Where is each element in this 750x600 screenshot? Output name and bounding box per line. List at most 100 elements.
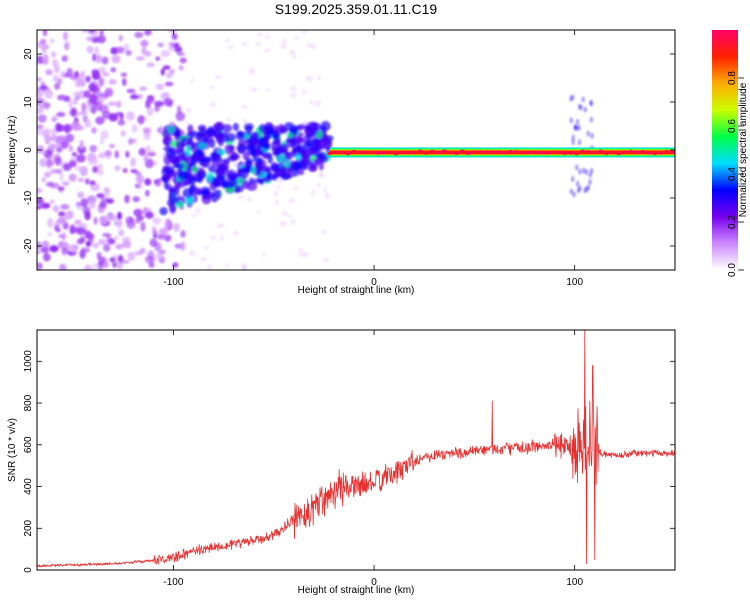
tonal-line-dot — [670, 150, 675, 154]
spectrogram-cell — [162, 93, 170, 98]
spectrogram-cell — [132, 196, 140, 203]
spectrogram-cell — [186, 107, 192, 113]
spectrogram-cell — [98, 152, 106, 159]
spectrogram-cell — [279, 220, 287, 227]
spectrogram-cell — [256, 210, 261, 214]
tonal-line-dot — [652, 152, 658, 156]
spectrogram-cell — [228, 144, 235, 152]
spectrogram-cell — [60, 140, 69, 149]
spectrogram-cell — [172, 185, 180, 196]
spectrogram-cell — [83, 90, 91, 99]
spectrogram-cell — [145, 189, 150, 197]
spectrogram-cell — [312, 122, 319, 132]
tonal-line-dot — [658, 151, 664, 155]
spectrogram-cell — [297, 123, 307, 130]
spectrogram-cell — [250, 165, 256, 175]
spectrogram-cell — [126, 111, 135, 121]
tonal-line-dot — [544, 151, 550, 155]
spectrogram-cell — [97, 34, 106, 44]
spectrogram-cell — [236, 177, 245, 184]
spectrogram-cell — [144, 255, 154, 264]
colorbar-tick-label: 0.8 — [727, 71, 738, 85]
spectrogram-cell — [96, 193, 105, 199]
spectrogram-cell — [79, 110, 88, 116]
spectrogram-cell — [86, 265, 94, 270]
spectrogram-cell — [84, 178, 90, 185]
spectrogram-cell — [140, 221, 146, 232]
spectrogram-cell — [98, 66, 106, 74]
snr-x-ticks: -100 0 100 — [163, 330, 583, 588]
spectrogram-cell — [306, 133, 315, 139]
colorbar-tick-label: 0.4 — [727, 167, 738, 181]
tonal-line-dot — [357, 150, 363, 154]
spectrogram-cell — [292, 186, 300, 191]
spectrogram-cell — [264, 88, 271, 92]
spectrogram-cell — [285, 152, 293, 161]
spectrogram-cell — [237, 194, 244, 200]
spectrogram-cell — [276, 178, 284, 183]
spectrogram-cell — [589, 100, 593, 107]
spectrogram-cell — [71, 151, 77, 157]
spectrogram-cell — [262, 251, 266, 258]
spectrogram-cell — [258, 179, 265, 185]
x-tick-label: -100 — [163, 577, 183, 588]
spectrogram-cell — [176, 46, 183, 52]
spectrogram-cell — [37, 145, 45, 154]
spectrogram-cell — [108, 238, 116, 245]
spectrogram-cell — [219, 235, 224, 242]
spectrogram-cell — [122, 240, 132, 249]
tonal-line-dot — [459, 149, 465, 153]
tonal-line-dot — [405, 151, 411, 155]
spectrogram-cell — [56, 94, 67, 101]
spectrogram-cell — [50, 168, 57, 175]
spectrogram-cell — [274, 150, 281, 156]
spectrogram-cell — [248, 67, 255, 75]
spectrogram-cell — [39, 102, 45, 111]
spectrogram-cell — [174, 43, 179, 49]
spectrogram-cell — [86, 104, 92, 112]
spectrogram-cell — [114, 150, 120, 159]
tonal-line-dot — [417, 149, 423, 153]
tonal-line-dot — [568, 151, 574, 155]
colorbar-tick-label: 0.0 — [727, 263, 738, 277]
spectrogram-cell — [272, 125, 281, 133]
spectrogram-cell — [296, 169, 305, 176]
spectrogram-cell — [211, 152, 221, 161]
tonal-line-dot — [556, 150, 562, 154]
snr-panel: -100 0 100 0 200 400 600 800 1000 Height of str… — [7, 329, 676, 596]
tonal-line-dot — [411, 150, 417, 154]
spectrogram-cell — [121, 259, 130, 264]
spectrogram-cell — [58, 233, 66, 239]
x-tick-label: -100 — [163, 277, 183, 288]
spectrogram-cell — [569, 188, 573, 195]
spectrogram-cell — [86, 45, 94, 54]
spectrogram-cell — [271, 139, 281, 151]
spectrogram-cell — [157, 42, 164, 48]
spectrogram-cell — [98, 77, 105, 87]
tonal-line-dot — [520, 151, 526, 155]
spectrogram-cell — [302, 30, 307, 35]
spectrogram-cell — [298, 247, 303, 254]
spectrogram-cell — [575, 164, 579, 171]
spectrogram-cell — [139, 86, 147, 92]
spectrogram-cell — [37, 186, 40, 195]
spectrogram-cell — [293, 138, 303, 145]
spectrogram-cell — [160, 49, 170, 57]
spectrogram-cell — [144, 178, 152, 186]
spectrogram-cell — [129, 94, 140, 100]
spectrogram-cell — [195, 207, 201, 214]
spectrogram-cell — [42, 30, 48, 37]
spectrogram-cell — [200, 256, 207, 262]
spectrogram-cell — [137, 115, 145, 125]
spectrogram-cell — [134, 31, 144, 39]
tonal-line-dot — [339, 151, 345, 155]
spectrogram-cell — [283, 37, 287, 44]
tonal-line-dot — [351, 149, 357, 153]
spectrogram-cell — [577, 139, 581, 146]
y-tick-label: 20 — [23, 48, 34, 60]
spectrogram-cell — [91, 242, 100, 249]
spectrogram-cell — [264, 34, 270, 40]
spectrogram-cell — [49, 38, 55, 44]
spectrogram-cell — [93, 216, 98, 225]
spectrogram-cell — [96, 251, 102, 260]
